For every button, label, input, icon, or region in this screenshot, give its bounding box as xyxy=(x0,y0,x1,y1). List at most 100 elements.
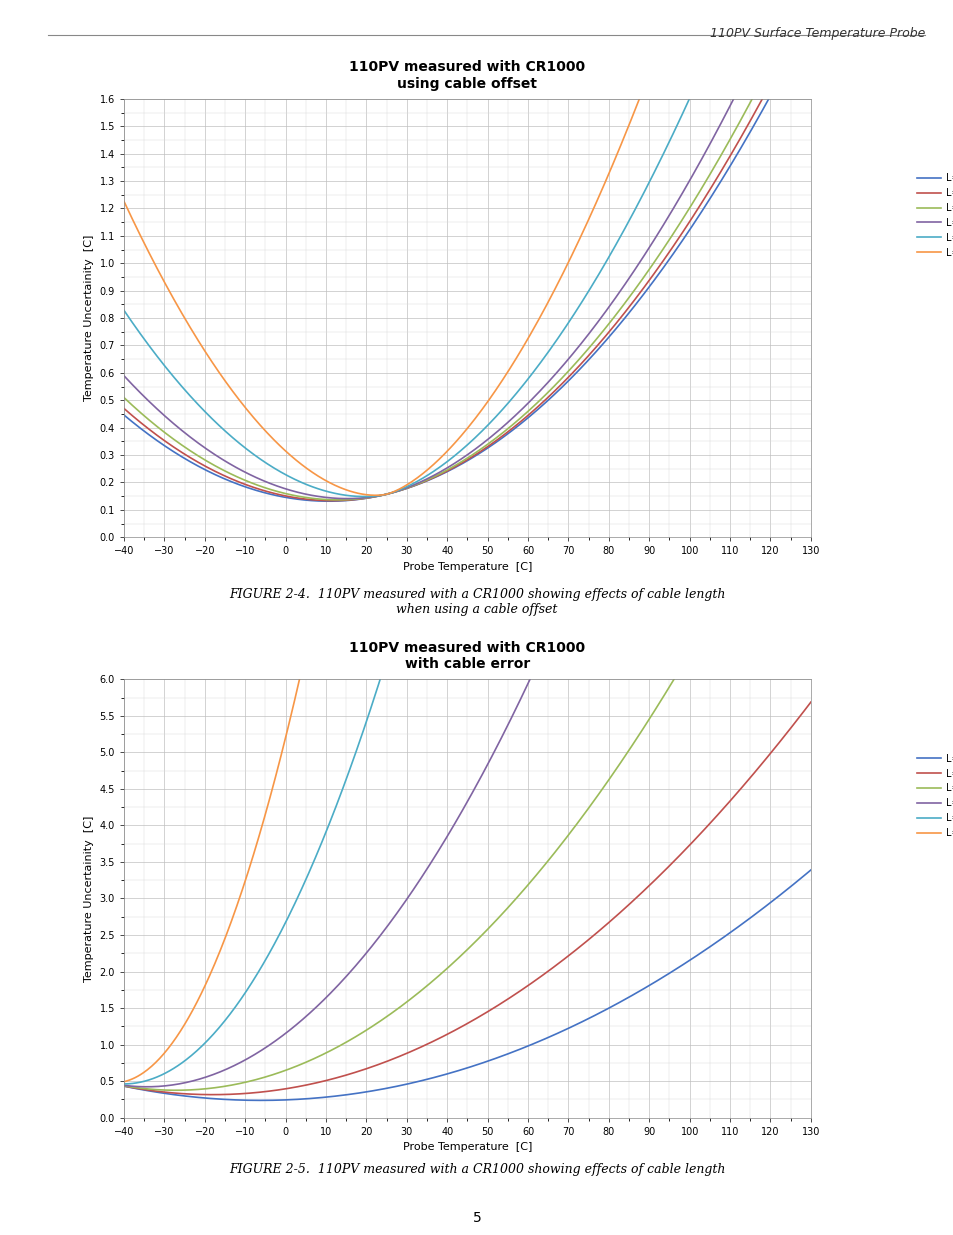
L=200 ft xyxy=(445,458,456,473)
L=20 ft xyxy=(491,435,502,450)
L=100 ft xyxy=(682,203,694,217)
L=20 ft xyxy=(682,953,694,968)
Text: 5: 5 xyxy=(472,1212,481,1225)
L=500 ft xyxy=(357,489,369,504)
L=20 ft xyxy=(118,408,130,422)
L=100 ft xyxy=(491,430,502,445)
L=1000 ft xyxy=(528,320,539,335)
L=1000 ft xyxy=(118,194,130,209)
L=50 ft xyxy=(450,1023,461,1037)
Title: 110PV measured with CR1000
using cable offset: 110PV measured with CR1000 using cable o… xyxy=(349,61,585,90)
L=100 ft xyxy=(450,458,461,473)
L=100 ft xyxy=(804,415,816,430)
L=50 ft xyxy=(445,461,456,475)
Legend: L=20 ft, L=50 ft, L=100 ft, L=200 ft, L=500 ft, L=1000 ft: L=20 ft, L=50 ft, L=100 ft, L=200 ft, L=… xyxy=(912,169,953,262)
L=200 ft xyxy=(341,492,353,506)
L=100 ft xyxy=(528,398,539,412)
X-axis label: Probe Temperature  [C]: Probe Temperature [C] xyxy=(402,562,532,572)
L=200 ft xyxy=(491,425,502,440)
L=50 ft xyxy=(491,999,502,1014)
Text: FIGURE 2-4.  110PV measured with a CR1000 showing effects of cable length
when u: FIGURE 2-4. 110PV measured with a CR1000… xyxy=(229,588,724,616)
L=200 ft xyxy=(491,739,502,753)
L=20 ft xyxy=(528,1036,539,1051)
Line: L=1000 ft: L=1000 ft xyxy=(124,0,810,1082)
L=500 ft xyxy=(448,404,459,419)
Legend: L=20 ft, L=50 ft, L=100 ft, L=200 ft, L=500 ft, L=1000 ft: L=20 ft, L=50 ft, L=100 ft, L=200 ft, L=… xyxy=(912,750,953,842)
L=100 ft xyxy=(332,493,343,508)
Text: 110PV Surface Temperature Probe: 110PV Surface Temperature Probe xyxy=(709,27,924,41)
Line: L=500 ft: L=500 ft xyxy=(124,0,810,1084)
L=200 ft xyxy=(118,1078,130,1093)
L=20 ft xyxy=(804,11,816,26)
L=20 ft xyxy=(118,1078,130,1093)
L=1000 ft xyxy=(450,435,461,450)
L=500 ft xyxy=(682,94,694,109)
Line: L=200 ft: L=200 ft xyxy=(124,0,810,1087)
Line: L=500 ft: L=500 ft xyxy=(124,0,810,496)
L=500 ft xyxy=(528,363,539,378)
Text: FIGURE 2-5.  110PV measured with a CR1000 showing effects of cable length: FIGURE 2-5. 110PV measured with a CR1000… xyxy=(229,1163,724,1177)
L=20 ft xyxy=(804,862,816,877)
Title: 110PV measured with CR1000
with cable error: 110PV measured with CR1000 with cable er… xyxy=(349,641,585,671)
Line: L=20 ft: L=20 ft xyxy=(124,19,810,501)
L=20 ft xyxy=(528,405,539,420)
L=20 ft xyxy=(682,225,694,240)
Line: L=100 ft: L=100 ft xyxy=(124,0,810,500)
L=100 ft xyxy=(171,1083,182,1098)
L=50 ft xyxy=(206,1087,217,1102)
Y-axis label: Temperature Uncertainity  [C]: Temperature Uncertainity [C] xyxy=(84,235,94,401)
L=1000 ft xyxy=(118,1074,130,1089)
L=100 ft xyxy=(450,953,461,968)
L=20 ft xyxy=(789,876,801,890)
Line: L=100 ft: L=100 ft xyxy=(124,422,810,1091)
L=100 ft xyxy=(789,446,801,461)
L=500 ft xyxy=(450,447,461,462)
L=1000 ft xyxy=(491,380,502,395)
L=50 ft xyxy=(118,1078,130,1093)
L=50 ft xyxy=(528,974,539,989)
L=200 ft xyxy=(528,663,539,678)
L=50 ft xyxy=(804,694,816,709)
L=200 ft xyxy=(142,1079,153,1094)
L=500 ft xyxy=(527,48,538,63)
L=50 ft xyxy=(528,403,539,417)
L=200 ft xyxy=(682,266,694,280)
L=200 ft xyxy=(682,175,694,190)
L=50 ft xyxy=(491,432,502,447)
L=20 ft xyxy=(450,1065,461,1079)
L=20 ft xyxy=(445,462,456,477)
L=200 ft xyxy=(445,821,456,836)
L=500 ft xyxy=(444,421,456,436)
L=100 ft xyxy=(528,871,539,885)
L=20 ft xyxy=(323,494,335,509)
L=500 ft xyxy=(118,1077,130,1092)
L=50 ft xyxy=(789,27,801,42)
Line: L=200 ft: L=200 ft xyxy=(124,0,810,499)
L=20 ft xyxy=(254,1093,266,1108)
L=20 ft xyxy=(789,41,801,56)
L=20 ft xyxy=(491,1051,502,1066)
Line: L=1000 ft: L=1000 ft xyxy=(124,0,810,495)
L=200 ft xyxy=(118,368,130,383)
L=1000 ft xyxy=(370,488,381,503)
Line: L=50 ft: L=50 ft xyxy=(124,701,810,1094)
Line: L=20 ft: L=20 ft xyxy=(124,869,810,1100)
L=50 ft xyxy=(682,216,694,231)
L=1000 ft xyxy=(445,440,456,454)
L=20 ft xyxy=(450,459,461,474)
L=20 ft xyxy=(445,1066,456,1081)
L=50 ft xyxy=(326,493,337,508)
L=100 ft xyxy=(118,390,130,405)
L=50 ft xyxy=(118,401,130,416)
L=100 ft xyxy=(445,461,456,475)
L=500 ft xyxy=(445,451,456,466)
L=100 ft xyxy=(682,648,694,663)
L=200 ft xyxy=(528,389,539,404)
L=50 ft xyxy=(804,0,816,12)
L=100 ft xyxy=(789,5,801,20)
L=500 ft xyxy=(490,226,501,241)
L=500 ft xyxy=(118,303,130,317)
Y-axis label: Temperature Uncertainity  [C]: Temperature Uncertainity [C] xyxy=(84,815,93,982)
L=100 ft xyxy=(118,1078,130,1093)
L=50 ft xyxy=(682,839,694,853)
